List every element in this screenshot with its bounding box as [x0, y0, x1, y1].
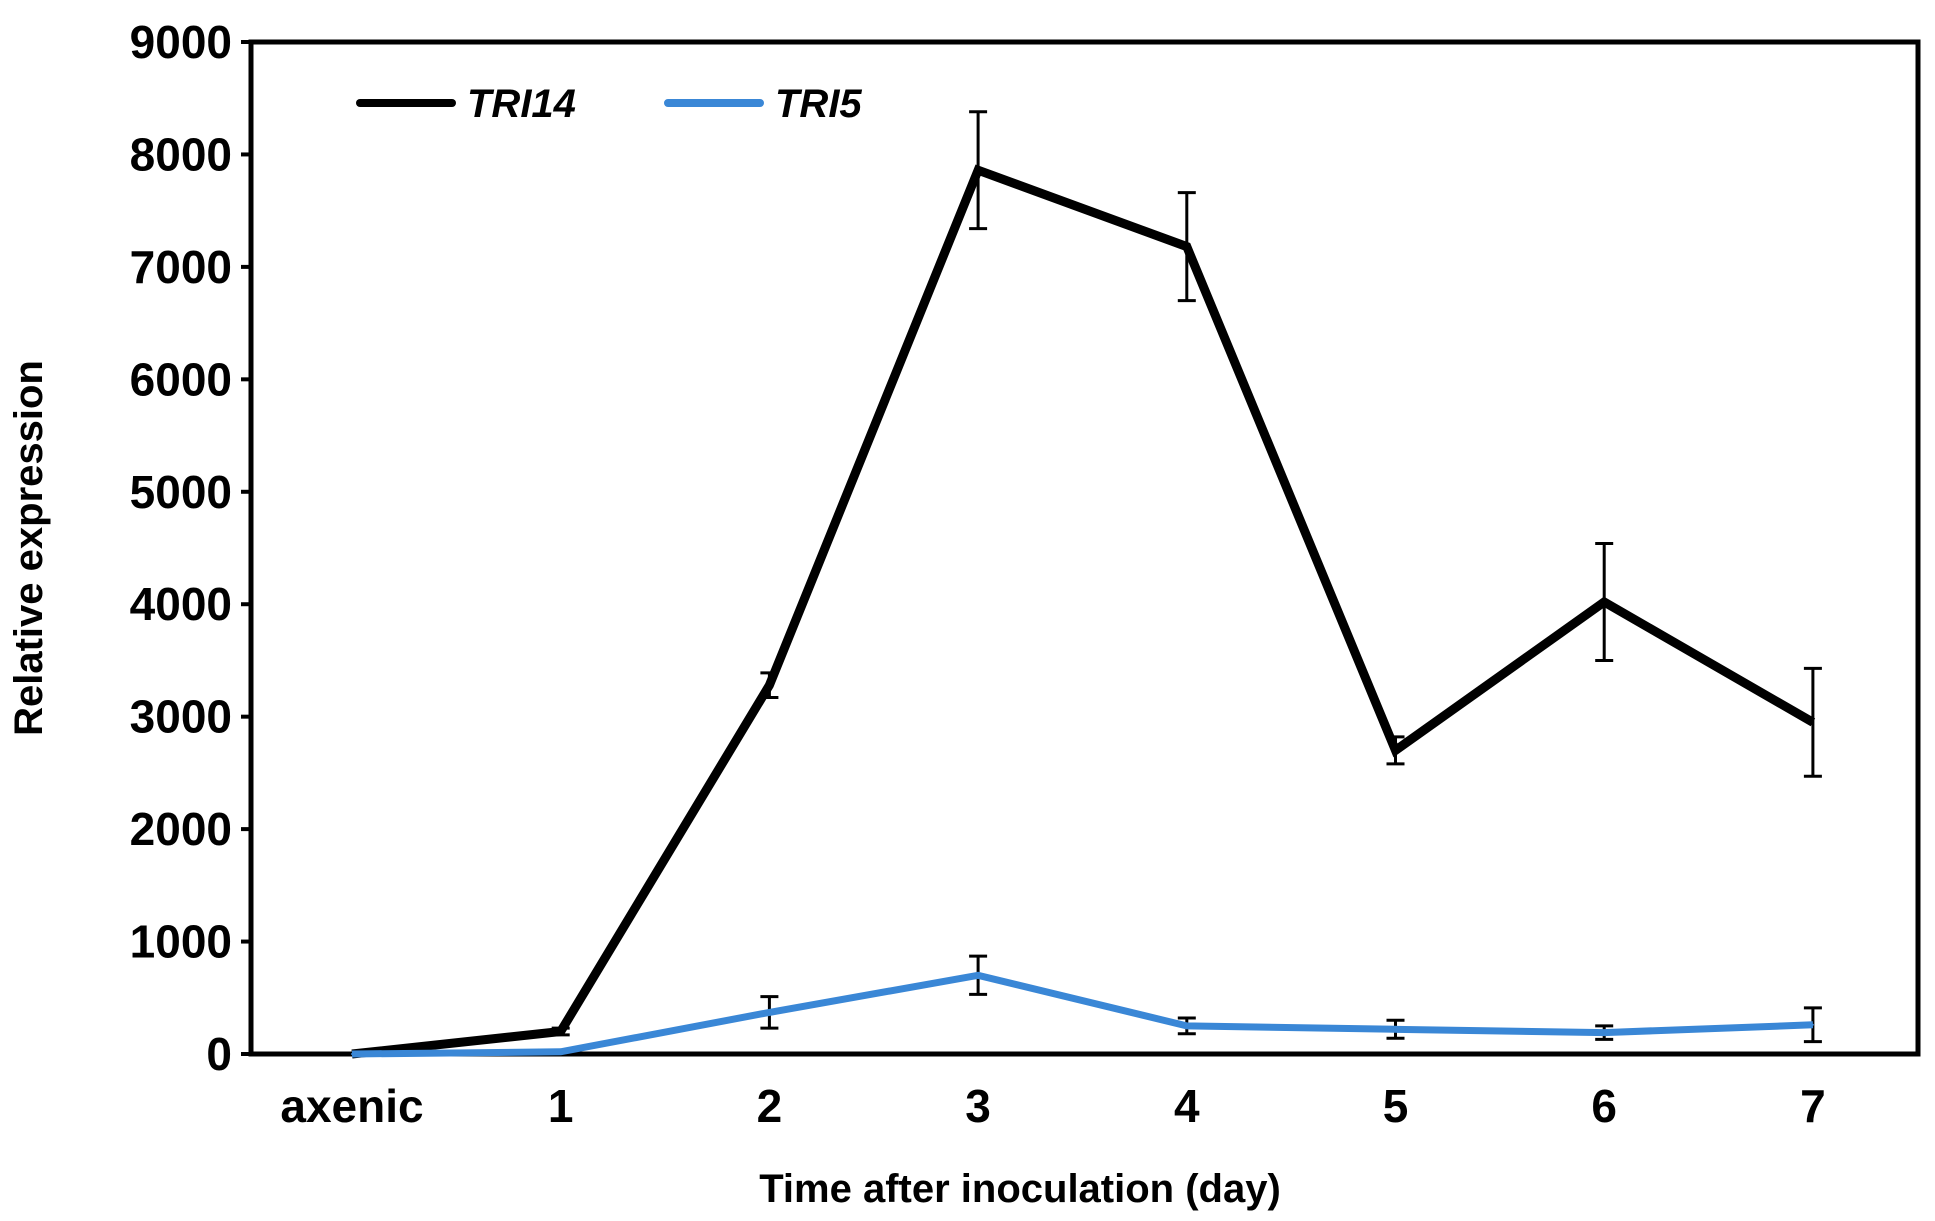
data-point: [1185, 1024, 1188, 1027]
y-tick-label: 7000: [130, 241, 232, 293]
data-point: [1603, 600, 1606, 603]
x-tick-label: 4: [1174, 1080, 1200, 1132]
y-tick-label: 5000: [130, 466, 232, 518]
data-point: [768, 684, 771, 687]
y-tick-label: 6000: [130, 353, 232, 405]
series-tri14: [351, 110, 1822, 1059]
plot-frame: [248, 39, 1921, 1057]
x-tick-label: 2: [757, 1080, 783, 1132]
y-axis-title: Relative expression: [7, 360, 51, 736]
legend-label-tri14: TRI14: [467, 82, 576, 126]
y-tick-label: 2000: [130, 803, 232, 855]
x-tick-label: 7: [1800, 1080, 1826, 1132]
x-tick-label: 1: [548, 1080, 574, 1132]
series-tri5: [351, 954, 1822, 1058]
data-point: [559, 1030, 562, 1033]
series-line-tri5: [351, 971, 1814, 1058]
y-tick-label: 8000: [130, 128, 232, 180]
y-tick-label: 9000: [130, 16, 232, 68]
x-tick-label: axenic: [280, 1080, 423, 1132]
data-point: [559, 1050, 562, 1053]
y-axis-ticks: 0 1000 2000 3000 4000 5000 6000 7000 8000 9000: [130, 16, 251, 1080]
x-axis-ticks: axenic 1 2 3 4 5 6 7: [280, 1080, 1825, 1132]
y-tick-label: 0: [206, 1028, 232, 1080]
series-layer: [351, 110, 1822, 1059]
x-tick-label: 3: [965, 1080, 991, 1132]
data-point: [768, 1011, 771, 1014]
data-point: [1394, 1028, 1397, 1031]
data-point: [1811, 1023, 1814, 1026]
y-tick-label: 1000: [130, 916, 232, 968]
data-point: [1394, 749, 1397, 752]
data-point: [977, 974, 980, 977]
y-tick-label: 3000: [130, 691, 232, 743]
legend-label-tri5: TRI5: [775, 82, 862, 126]
x-tick-label: 6: [1591, 1080, 1617, 1132]
x-axis-title: Time after inoculation (day): [759, 1167, 1281, 1211]
series-line-tri14: [351, 164, 1816, 1059]
data-point: [1185, 245, 1188, 248]
data-point: [1603, 1031, 1606, 1034]
data-point: [1811, 721, 1814, 724]
legend: TRI14 TRI5: [356, 82, 862, 126]
data-point: [351, 1053, 353, 1055]
data-point: [977, 169, 980, 172]
x-tick-label: 5: [1383, 1080, 1409, 1132]
y-tick-label: 4000: [130, 578, 232, 630]
